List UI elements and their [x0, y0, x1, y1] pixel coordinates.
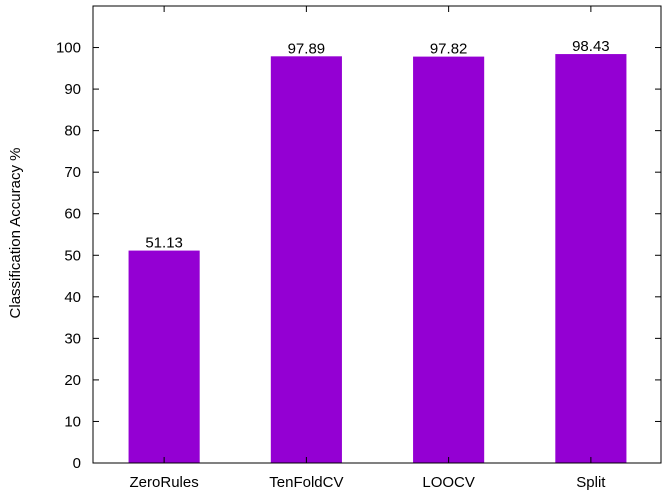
x-tick-label-loocv: LOOCV: [422, 474, 475, 491]
data-label-split: 98.43: [572, 38, 610, 55]
y-tick-label: 80: [64, 123, 81, 140]
bar-tenfoldcv: [270, 56, 342, 463]
x-tick-label-zerorules: ZeroRules: [130, 474, 199, 491]
y-tick-label: 90: [64, 81, 81, 98]
bar-loocv: [413, 56, 485, 464]
y-tick-label: 100: [56, 40, 81, 57]
y-tick-label: 20: [64, 372, 81, 389]
y-axis: 0 10 20 30 40 50 60 70 80 90 100: [56, 40, 661, 472]
x-tick-label-split: Split: [576, 474, 606, 491]
x-tick-label-tenfoldcv: TenFoldCV: [269, 474, 343, 491]
bar-split: [555, 54, 627, 464]
y-tick-label: 0: [73, 455, 81, 472]
data-label-zerorules: 51.13: [145, 235, 183, 252]
y-tick-label: 10: [64, 413, 81, 430]
bar-zerorules: [128, 250, 200, 463]
x-axis: ZeroRules TenFoldCV LOOCV Split: [130, 6, 606, 491]
bars: 51.13 97.89 97.82 98.43: [128, 38, 627, 464]
y-tick-label: 40: [64, 289, 81, 306]
y-tick-label: 60: [64, 206, 81, 223]
y-tick-label: 30: [64, 330, 81, 347]
plot-frame: [92, 5, 662, 464]
y-tick-label: 50: [64, 247, 81, 264]
data-label-loocv: 97.82: [430, 41, 468, 58]
y-tick-label: 70: [64, 164, 81, 181]
data-label-tenfoldcv: 97.89: [288, 40, 326, 57]
y-axis-label: Classification Accuracy %: [7, 148, 24, 319]
